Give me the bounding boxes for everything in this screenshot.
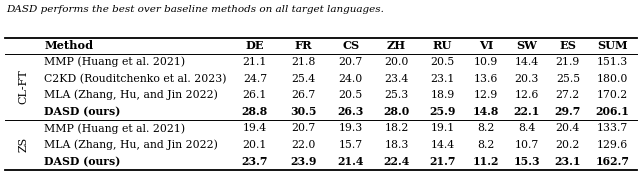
Text: 14.8: 14.8 <box>473 106 499 117</box>
Text: 25.3: 25.3 <box>385 90 409 100</box>
Text: DASD (ours): DASD (ours) <box>44 106 121 117</box>
Text: MMP (Huang et al. 2021): MMP (Huang et al. 2021) <box>44 123 186 134</box>
Text: 19.1: 19.1 <box>431 123 454 133</box>
Text: 18.3: 18.3 <box>385 140 409 150</box>
Text: 25.9: 25.9 <box>429 106 456 117</box>
Text: 8.2: 8.2 <box>477 140 495 150</box>
Text: 20.0: 20.0 <box>385 57 409 67</box>
Text: 12.9: 12.9 <box>474 90 498 100</box>
Text: 22.0: 22.0 <box>291 140 316 150</box>
Text: 151.3: 151.3 <box>597 57 628 67</box>
Text: MLA (Zhang, Hu, and Jin 2022): MLA (Zhang, Hu, and Jin 2022) <box>44 90 218 101</box>
Text: ZH: ZH <box>387 40 406 52</box>
Text: 25.5: 25.5 <box>556 74 580 84</box>
Text: VI: VI <box>479 40 493 52</box>
Text: 23.7: 23.7 <box>242 156 268 167</box>
Text: 206.1: 206.1 <box>596 106 630 117</box>
Text: 20.3: 20.3 <box>515 74 539 84</box>
Text: 28.8: 28.8 <box>242 106 268 117</box>
Text: 12.6: 12.6 <box>515 90 539 100</box>
Text: 20.4: 20.4 <box>556 123 580 133</box>
Text: MLA (Zhang, Hu, and Jin 2022): MLA (Zhang, Hu, and Jin 2022) <box>44 139 218 150</box>
Text: RU: RU <box>433 40 452 52</box>
Text: 18.2: 18.2 <box>385 123 409 133</box>
Text: DASD (ours): DASD (ours) <box>44 156 121 167</box>
Text: 20.1: 20.1 <box>243 140 267 150</box>
Text: 11.2: 11.2 <box>473 156 499 167</box>
Text: 14.4: 14.4 <box>431 140 454 150</box>
Text: CS: CS <box>342 40 359 52</box>
Text: 20.2: 20.2 <box>556 140 580 150</box>
Text: ZS: ZS <box>19 137 28 152</box>
Text: C2KD (Rouditchenko et al. 2023): C2KD (Rouditchenko et al. 2023) <box>44 74 227 84</box>
Text: 180.0: 180.0 <box>597 74 628 84</box>
Text: 22.1: 22.1 <box>514 106 540 117</box>
Text: FR: FR <box>294 40 312 52</box>
Text: 20.5: 20.5 <box>339 90 363 100</box>
Text: 22.4: 22.4 <box>383 156 410 167</box>
Text: 24.0: 24.0 <box>339 74 363 84</box>
Text: 170.2: 170.2 <box>597 90 628 100</box>
Text: 13.6: 13.6 <box>474 74 498 84</box>
Text: 15.7: 15.7 <box>339 140 363 150</box>
Text: MMP (Huang et al. 2021): MMP (Huang et al. 2021) <box>44 57 186 67</box>
Text: 15.3: 15.3 <box>514 156 540 167</box>
Text: 8.4: 8.4 <box>518 123 536 133</box>
Text: 29.7: 29.7 <box>555 106 581 117</box>
Text: 133.7: 133.7 <box>597 123 628 133</box>
Text: 21.1: 21.1 <box>243 57 267 67</box>
Text: ES: ES <box>559 40 576 52</box>
Text: 8.2: 8.2 <box>477 123 495 133</box>
Text: 27.2: 27.2 <box>556 90 580 100</box>
Text: DE: DE <box>246 40 264 52</box>
Text: Method: Method <box>45 40 94 52</box>
Text: 26.7: 26.7 <box>291 90 316 100</box>
Text: 14.4: 14.4 <box>515 57 539 67</box>
Text: 10.9: 10.9 <box>474 57 498 67</box>
Text: 18.9: 18.9 <box>431 90 454 100</box>
Text: SUM: SUM <box>597 40 628 52</box>
Text: DASD performs the best over baseline methods on all target languages.: DASD performs the best over baseline met… <box>6 5 384 14</box>
Text: 19.3: 19.3 <box>339 123 363 133</box>
Text: 30.5: 30.5 <box>290 106 317 117</box>
Text: 10.7: 10.7 <box>515 140 539 150</box>
Text: 23.1: 23.1 <box>430 74 455 84</box>
Text: 28.0: 28.0 <box>383 106 410 117</box>
Text: 26.3: 26.3 <box>337 106 364 117</box>
Text: 20.7: 20.7 <box>339 57 363 67</box>
Text: 21.4: 21.4 <box>337 156 364 167</box>
Text: 24.7: 24.7 <box>243 74 267 84</box>
Text: 19.4: 19.4 <box>243 123 267 133</box>
Text: 162.7: 162.7 <box>596 156 630 167</box>
Text: 20.7: 20.7 <box>291 123 316 133</box>
Text: CL-FT: CL-FT <box>19 70 28 104</box>
Text: SW: SW <box>516 40 538 52</box>
Text: 129.6: 129.6 <box>597 140 628 150</box>
Text: 21.9: 21.9 <box>556 57 580 67</box>
Text: 23.4: 23.4 <box>385 74 409 84</box>
Text: 25.4: 25.4 <box>291 74 316 84</box>
Text: 23.1: 23.1 <box>555 156 581 167</box>
Text: 21.8: 21.8 <box>291 57 316 67</box>
Text: 21.7: 21.7 <box>429 156 456 167</box>
Text: 20.5: 20.5 <box>431 57 454 67</box>
Text: 23.9: 23.9 <box>290 156 317 167</box>
Text: 26.1: 26.1 <box>243 90 267 100</box>
